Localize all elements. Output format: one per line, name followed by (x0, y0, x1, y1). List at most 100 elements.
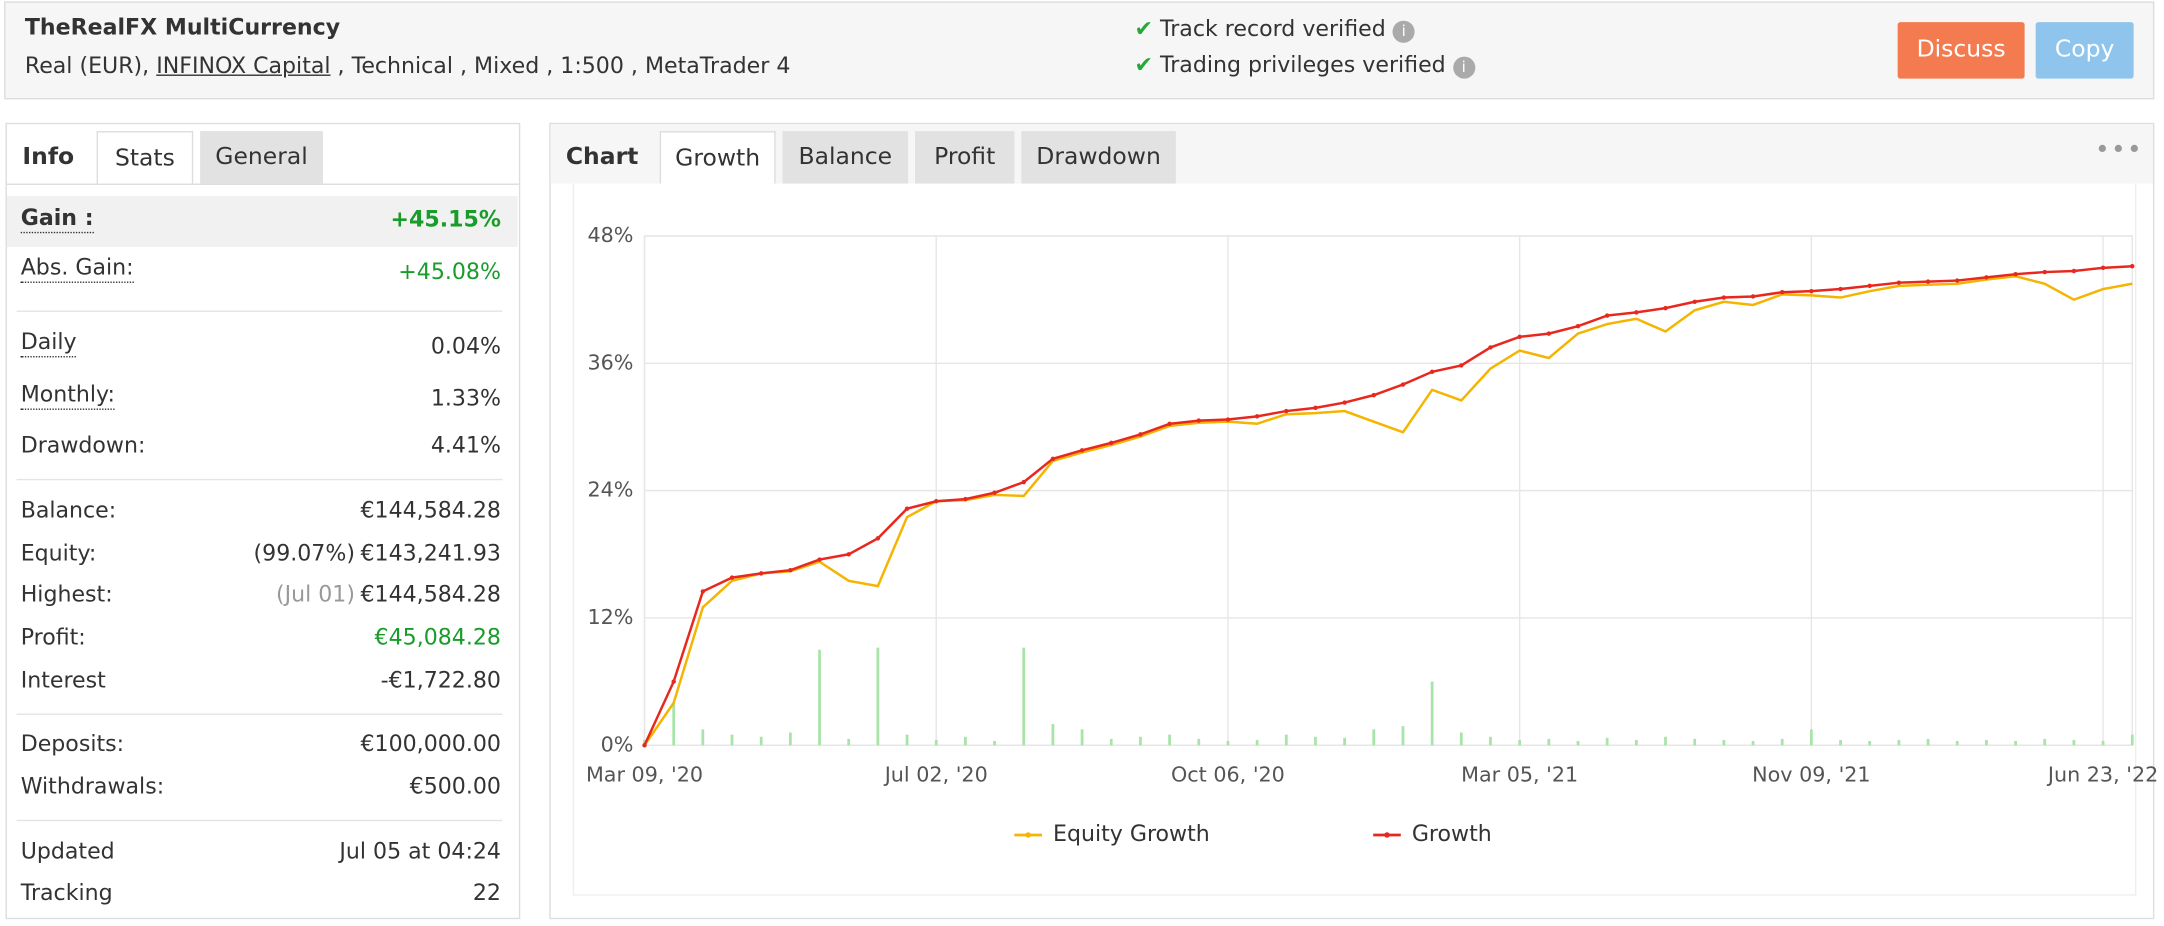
volume-bar (993, 741, 996, 746)
stat-label: Equity: (20, 539, 97, 566)
stat-row: Tracking 22 (7, 872, 518, 913)
volume-bar (847, 738, 851, 746)
stat-row: Monthly: 1.33% (7, 378, 518, 419)
stat-value: 0.04% (430, 332, 501, 359)
point (2130, 264, 2135, 269)
stat-row: Profit: €45,084.28 (7, 617, 518, 658)
legend-dot (1384, 832, 1390, 838)
point (904, 506, 910, 511)
stat-label: Highest: (20, 581, 113, 608)
stat-value: €144,584.28 (360, 496, 501, 524)
volume-bar (2101, 741, 2105, 746)
tab[interactable]: Profit (915, 131, 1015, 184)
chart-panel (549, 122, 2155, 920)
volume-bar (1343, 737, 1347, 746)
point (729, 575, 735, 580)
system-title: TheRealFX MultiCurrency (24, 13, 341, 41)
info-icon[interactable]: i (1452, 56, 1475, 79)
stat-row: Abs. Gain: +45.08% (7, 251, 518, 292)
volume-bar (1284, 734, 1288, 746)
volume-bar (1722, 739, 1726, 746)
point (1955, 278, 1960, 283)
y-tick-label: 24% (587, 478, 633, 502)
volume-bar (2072, 739, 2076, 746)
point (642, 743, 647, 748)
volume-bar (964, 736, 967, 746)
stat-value: €500.00 (409, 772, 501, 800)
point (788, 567, 793, 573)
stat-row: Balance: €144,584.28 (7, 490, 518, 531)
point (1167, 421, 1172, 426)
volume-bar (1576, 741, 1580, 746)
stat-value: 1.33% (430, 385, 501, 412)
point (1225, 417, 1231, 422)
info-icon[interactable]: i (1392, 20, 1415, 43)
point (1838, 286, 1843, 292)
stat-row: Deposits: €100,000.00 (7, 723, 518, 764)
header-bar (4, 1, 2155, 100)
stat-note: (Jul 01) (275, 581, 355, 608)
volume-bar (1168, 734, 1171, 746)
point (846, 552, 851, 557)
series-line (643, 264, 2133, 746)
volume-bar (1489, 736, 1492, 746)
stat-label: Withdrawals: (20, 772, 165, 800)
volume-bar (1401, 726, 1405, 746)
x-tick-label: Jun 23, '22 (2046, 763, 2158, 787)
point (1634, 310, 1639, 315)
stat-value: €143,241.93 (360, 539, 501, 566)
check-icon: ✔ (1134, 51, 1153, 78)
stat-value: €45,084.28 (374, 623, 501, 651)
tab[interactable]: Drawdown (1021, 131, 1176, 184)
stat-row: Drawdown: 4.41% (7, 425, 518, 466)
tab[interactable]: General (200, 131, 323, 184)
volume-bar (1518, 739, 1522, 746)
tab[interactable]: Balance (782, 131, 909, 184)
stat-row: Gain : +45.15% (6, 195, 518, 248)
stat-row: Daily 0.04% (7, 326, 518, 367)
series-line (643, 275, 2133, 746)
volume-bar (2130, 734, 2134, 746)
stat-label: Profit: (20, 623, 86, 651)
point (1429, 369, 1435, 375)
point (2071, 268, 2077, 274)
volume-bar (1897, 739, 1901, 746)
more-menu[interactable]: ••• (2094, 135, 2144, 165)
chart-frame (572, 183, 2137, 896)
volume-bar (1547, 738, 1551, 746)
tab-active[interactable]: Growth (659, 131, 776, 184)
account-info: Real (EUR), INFINOX Capital , Technical … (25, 52, 791, 78)
volume-bar (701, 729, 705, 746)
check-icon: ✔ (1134, 15, 1153, 42)
volume-bar (1780, 738, 1784, 746)
copy-button[interactable]: Copy (2035, 22, 2134, 79)
point (1517, 334, 1522, 339)
account-type: Real (EUR), (24, 52, 150, 79)
point (1109, 440, 1114, 446)
verification: ✔ Trading privileges verified i (1134, 51, 1475, 79)
volume-bar (1459, 732, 1463, 746)
volume-bar (1051, 724, 1055, 746)
stat-value: -€1,722.80 (380, 666, 501, 693)
discuss-button[interactable]: Discuss (1897, 22, 2025, 79)
tab[interactable]: Chart (565, 143, 639, 172)
volume-bar (1839, 739, 1842, 746)
stat-label: Balance: (20, 496, 117, 524)
x-tick-label: Jul 02, '20 (883, 763, 988, 787)
x-tick-label: Mar 09, '20 (586, 763, 703, 787)
y-tick-label: 12% (587, 605, 633, 629)
broker-link[interactable]: INFINOX Capital (156, 52, 331, 79)
divider (16, 478, 503, 481)
tab[interactable]: Info (22, 143, 75, 172)
point (1779, 290, 1785, 295)
tab-active[interactable]: Stats (96, 131, 194, 184)
point (1400, 382, 1406, 387)
stat-row: Updated Jul 05 at 04:24 (7, 831, 518, 872)
point (1079, 448, 1085, 453)
volume-bar (2043, 738, 2047, 746)
point (934, 499, 939, 504)
point (1925, 279, 1931, 284)
point (875, 536, 881, 541)
